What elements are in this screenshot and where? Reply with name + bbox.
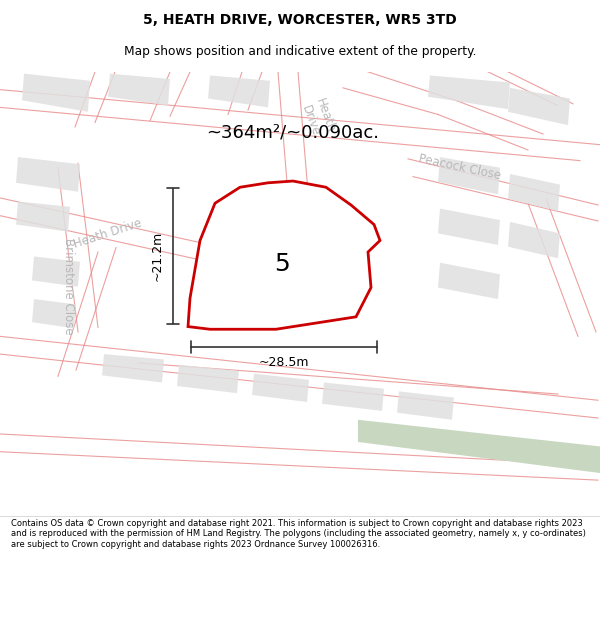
Text: Heath
Drive: Heath Drive (299, 96, 337, 139)
Text: Map shows position and indicative extent of the property.: Map shows position and indicative extent… (124, 45, 476, 58)
Polygon shape (322, 382, 384, 411)
Polygon shape (177, 365, 239, 393)
Text: Peacock Close: Peacock Close (418, 152, 502, 182)
Text: ~28.5m: ~28.5m (259, 356, 309, 369)
Text: Brimstone Close: Brimstone Close (61, 238, 74, 335)
Polygon shape (102, 354, 164, 382)
Text: 5: 5 (274, 253, 290, 276)
Polygon shape (438, 262, 500, 299)
Polygon shape (508, 88, 570, 125)
Polygon shape (508, 222, 560, 258)
Polygon shape (252, 374, 309, 402)
Text: 5, HEATH DRIVE, WORCESTER, WR5 3TD: 5, HEATH DRIVE, WORCESTER, WR5 3TD (143, 13, 457, 27)
Polygon shape (32, 256, 80, 287)
Polygon shape (438, 209, 500, 245)
Polygon shape (397, 391, 454, 420)
Polygon shape (508, 174, 560, 211)
Text: Contains OS data © Crown copyright and database right 2021. This information is : Contains OS data © Crown copyright and d… (11, 519, 586, 549)
Polygon shape (16, 157, 80, 192)
Polygon shape (108, 74, 170, 106)
Polygon shape (32, 299, 76, 328)
Text: ~21.2m: ~21.2m (151, 231, 163, 281)
Polygon shape (438, 157, 500, 194)
Polygon shape (208, 76, 270, 108)
Polygon shape (358, 420, 600, 473)
Text: ~364m²/~0.090ac.: ~364m²/~0.090ac. (206, 123, 380, 141)
Polygon shape (428, 76, 510, 109)
Polygon shape (22, 74, 90, 112)
Polygon shape (215, 208, 340, 311)
Polygon shape (188, 181, 380, 329)
Polygon shape (16, 201, 70, 232)
Text: Heath Drive: Heath Drive (72, 216, 144, 251)
